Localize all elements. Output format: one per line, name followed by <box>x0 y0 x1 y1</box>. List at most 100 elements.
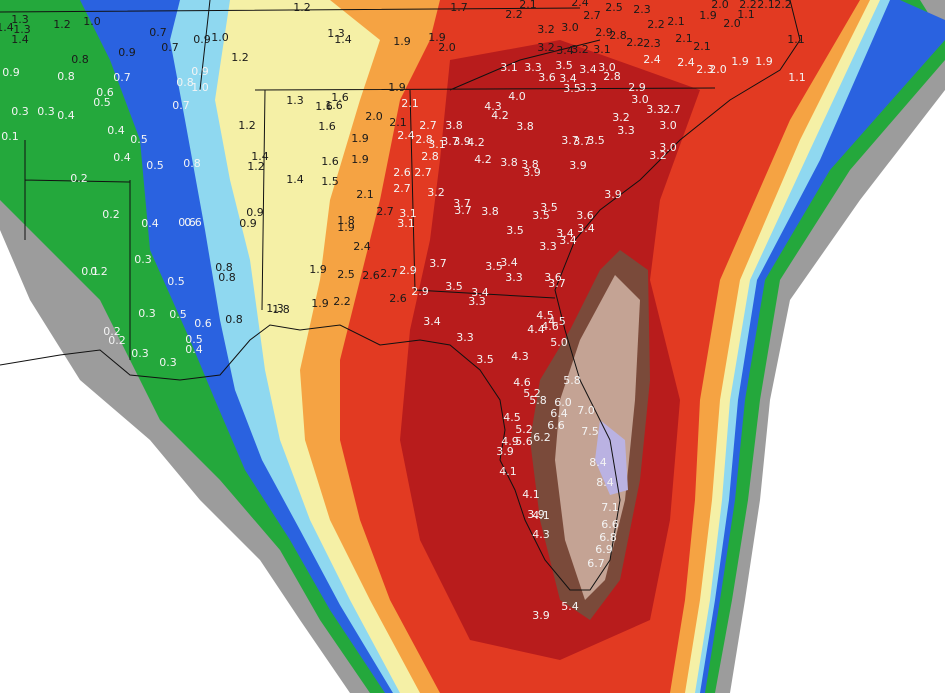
rainfall-label: 3.1 <box>428 138 446 151</box>
band-lavender <box>595 420 628 495</box>
rainfall-label: 7.1 <box>601 501 619 514</box>
rainfall-label: 2.0 <box>711 0 729 11</box>
rainfall-label: 5.2 <box>515 423 533 436</box>
rainfall-label: 3.4 <box>556 44 574 57</box>
rainfall-label: 2.4 <box>571 0 589 9</box>
rainfall-label: 1.9 <box>699 9 717 22</box>
rainfall-label: 2.2 <box>647 18 665 31</box>
rainfall-label: 0.9 <box>118 46 136 59</box>
rainfall-label: 1.6 <box>315 100 333 113</box>
rainfall-label: 4.1 <box>532 509 550 522</box>
rainfall-label: 0.9 <box>246 206 264 219</box>
rainfall-label: 2.8 <box>415 133 433 146</box>
rainfall-label: 3.5 <box>445 280 463 293</box>
rainfall-label: 1.5 <box>321 175 339 188</box>
rainfall-label: 0.6 <box>184 216 202 229</box>
rainfall-label: 2.6 <box>393 166 411 179</box>
rainfall-label: 3.1 <box>399 207 417 220</box>
rainfall-label: 2.7 <box>583 9 601 22</box>
rainfall-label: 3.4 <box>577 222 595 235</box>
rainfall-label: 3.4 <box>471 286 489 299</box>
rainfall-label: 1.2 <box>247 160 265 173</box>
rainfall-label: 1.2 <box>231 51 249 64</box>
rainfall-label: 2.6 <box>362 269 380 282</box>
rainfall-label: 6.2 <box>533 431 551 444</box>
rainfall-label: 3.1 <box>500 61 518 74</box>
rainfall-label: 1.2 <box>53 18 71 31</box>
rainfall-label: 2.5 <box>605 1 623 14</box>
rainfall-label: 2.1 <box>356 188 374 201</box>
rainfall-label: 3.2 <box>537 23 555 36</box>
rainfall-label: 2.9 <box>595 26 613 39</box>
rainfall-label: 0.9 <box>2 66 20 79</box>
rainfall-label: 0.4 <box>57 109 75 122</box>
rainfall-label: 1.0 <box>83 15 101 28</box>
rainfall-label: 1.4 <box>334 33 352 46</box>
rainfall-label: 3.9 <box>523 166 541 179</box>
rainfall-label: 3.5 <box>532 209 550 222</box>
rainfall-label: 0.8 <box>176 76 194 89</box>
rainfall-label: 2.7 <box>393 182 411 195</box>
rainfall-label: 2.8 <box>603 70 621 83</box>
rainfall-label: 2.1 <box>401 97 419 110</box>
rainfall-label: 1.9 <box>311 297 329 310</box>
rainfall-label: 3.0 <box>659 119 677 132</box>
rainfall-label: 3.8 <box>481 205 499 218</box>
rainfall-label: 3.4 <box>559 234 577 247</box>
rainfall-label: 3.6 <box>538 71 556 84</box>
borders <box>0 0 801 591</box>
rainfall-label: 1.1 <box>737 8 755 21</box>
rainfall-label: 3.7 <box>441 135 459 148</box>
rainfall-label: 2.5 <box>337 268 355 281</box>
rainfall-label: 2.7 <box>376 205 394 218</box>
rainfall-label: 8.4 <box>596 476 614 489</box>
rainfall-label: 3.7 <box>453 197 471 210</box>
rainfall-label: 2.9 <box>399 264 417 277</box>
rainfall-label: 8.4 <box>589 456 607 469</box>
rainfall-label: 2.4 <box>397 129 415 142</box>
rainfall-label: 3.5 <box>555 59 573 72</box>
rainfall-label: 0.5 <box>169 308 187 321</box>
rainfall-label: 2.7 <box>414 166 432 179</box>
rainfall-label: 0.7 <box>113 71 131 84</box>
rainfall-label: 3.7 <box>573 135 591 148</box>
rainfall-label: 6.6 <box>601 518 619 531</box>
band-light-brown <box>555 275 640 600</box>
rainfall-label: 2.1 <box>667 15 685 28</box>
rainfall-label: 3.4 <box>579 63 597 76</box>
rainfall-label: 3.6 <box>576 209 594 222</box>
rainfall-label: 3.8 <box>516 120 534 133</box>
rainfall-label: 4.5 <box>548 315 566 328</box>
rainfall-label: 3.0 <box>659 141 677 154</box>
rainfall-label: 3.9 <box>532 609 550 622</box>
rainfall-label: 3.5 <box>506 224 524 237</box>
rainfall-label: 5.0 <box>550 336 568 349</box>
rainfall-label: 1.9 <box>393 35 411 48</box>
rainfall-label: 0.3 <box>11 105 29 118</box>
rainfall-label: 3.2 <box>612 111 630 124</box>
rainfall-label: 7.5 <box>581 425 599 438</box>
rainfall-label: 2.1 <box>389 116 407 129</box>
rainfall-label: 0.2 <box>70 172 88 185</box>
rainfall-label: 0.2 <box>102 208 120 221</box>
rainfall-label: 1.0 <box>191 81 209 94</box>
rainfall-label: 2.4 <box>353 240 371 253</box>
rainfall-label: 1.9 <box>351 132 369 145</box>
band-dark-red <box>400 40 700 660</box>
rainfall-label: 3.5 <box>476 353 494 366</box>
rainfall-label: 5.8 <box>563 374 581 387</box>
rainfall-label: 1.9 <box>755 55 773 68</box>
rainfall-label: 2.1 <box>757 0 775 11</box>
rainfall-label: 3.4 <box>500 256 518 269</box>
rainfall-label: 2.9 <box>411 285 429 298</box>
rainfall-label: 2.3 <box>633 3 651 16</box>
rainfall-label: 2.9 <box>628 81 646 94</box>
rainfall-label: 3.9 <box>604 188 622 201</box>
rainfall-label: 2.7 <box>663 103 681 116</box>
rainfall-label: 4.5 <box>536 309 554 322</box>
rainfall-label: 0.6 <box>96 86 114 99</box>
rainfall-label: 1.6 <box>321 155 339 168</box>
rainfall-label: 1.9 <box>428 31 446 44</box>
rainfall-label: 1.9 <box>388 81 406 94</box>
